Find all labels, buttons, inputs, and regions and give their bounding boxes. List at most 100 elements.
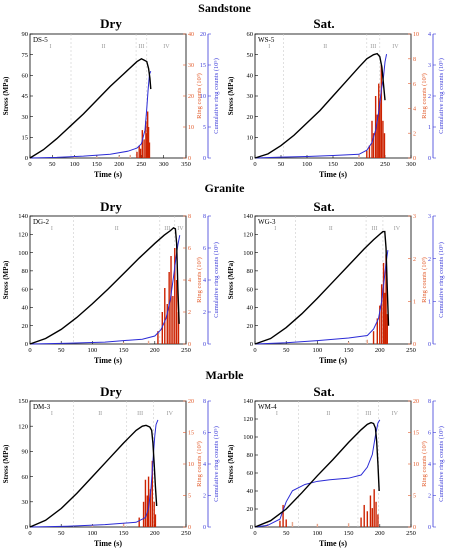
x-tick-label: 50	[58, 530, 65, 537]
y3-axis-label: Cumulative ring counts (10⁵)	[213, 242, 220, 318]
condition-sat-sandstone: Sat.	[313, 16, 335, 31]
y3-axis-label: Cumulative ring counts (10⁵)	[438, 426, 445, 502]
phase-label-IV: IV	[177, 226, 184, 232]
x-tick-label: 200	[114, 161, 124, 168]
y2-tick-label: 10	[188, 125, 194, 131]
x-tick-label: 350	[181, 161, 191, 168]
y-tick-label: 75	[22, 52, 29, 59]
y-tick-label: 80	[247, 452, 254, 459]
phase-label-I: I	[51, 226, 53, 232]
y3-tick-label: 2	[428, 94, 431, 100]
x-tick-label: 100	[302, 161, 312, 168]
phase-label-II: II	[102, 44, 106, 50]
x-tick-label: 250	[380, 161, 390, 168]
y2-tick-label: 5	[413, 494, 416, 500]
y2-tick-label: 0	[188, 525, 191, 531]
y-axis-label: Stress (MPa)	[227, 260, 235, 299]
x-axis-label: Time (s)	[94, 539, 122, 548]
y-axis-label: Stress (MPa)	[227, 76, 235, 115]
y3-tick-label: 2	[428, 257, 431, 263]
x-tick-label: 0	[253, 347, 256, 354]
y3-tick-label: 1	[428, 300, 431, 306]
y3-tick-label: 20	[200, 32, 206, 38]
y3-axis-label: Cumulative ring counts (10⁵)	[213, 426, 220, 502]
phase-label-IV: IV	[167, 411, 174, 417]
y-axis-label: Stress (MPa)	[2, 260, 10, 299]
stress-line	[254, 230, 390, 345]
x-tick-label: 50	[49, 161, 56, 168]
x-tick-label: 250	[181, 530, 191, 537]
y3-tick-label: 6	[203, 431, 206, 437]
y-tick-label: 80	[22, 268, 29, 275]
x-tick-label: 150	[119, 347, 129, 354]
y2-tick-label: 8	[413, 57, 416, 63]
phase-label-IV: IV	[394, 226, 401, 232]
y3-tick-label: 2	[428, 494, 431, 500]
y3-tick-label: 0	[203, 525, 206, 531]
y-tick-label: 50	[247, 52, 254, 59]
phase-label-I: I	[51, 411, 53, 417]
cumulative-ring-line	[254, 419, 381, 528]
y2-tick-label: 6	[413, 82, 416, 88]
stress-line	[29, 424, 158, 528]
plot-frame	[29, 400, 187, 528]
y3-tick-label: 4	[203, 278, 206, 284]
y-tick-label: 0	[250, 155, 253, 162]
stress-line	[29, 227, 180, 345]
y2-tick-label: 10	[413, 462, 419, 468]
y3-tick-label: 0	[203, 156, 206, 162]
y-tick-label: 90	[22, 32, 29, 38]
phase-label-II: II	[326, 411, 330, 417]
x-tick-label: 300	[159, 161, 169, 168]
y-tick-label: 60	[247, 32, 254, 38]
x-axis-label: Time (s)	[319, 170, 347, 179]
phase-label-IV: IV	[392, 411, 399, 417]
x-tick-label: 0	[253, 530, 256, 537]
condition-sat-granite: Sat.	[313, 199, 335, 214]
x-tick-label: 50	[283, 347, 290, 354]
y-tick-label: 60	[22, 73, 29, 80]
phase-label-I: I	[268, 44, 270, 50]
sample-label: DS-5	[33, 36, 48, 44]
x-tick-label: 50	[278, 161, 285, 168]
y3-tick-label: 10	[200, 94, 206, 100]
y-tick-label: 20	[22, 323, 29, 330]
y2-tick-label: 4	[413, 107, 416, 113]
sample-label: WS-5	[258, 36, 275, 44]
phase-label-II: II	[323, 44, 327, 50]
y2-axis-label: Ring counts (10³)	[421, 441, 428, 487]
y-tick-label: 45	[22, 93, 29, 100]
cumulative-ring-line	[29, 71, 152, 159]
plot-frame	[254, 215, 412, 345]
x-tick-label: 0	[28, 347, 31, 354]
y-tick-label: 140	[243, 399, 253, 405]
y3-axis-label: Cumulative ring counts (10⁵)	[213, 58, 220, 134]
rock-title-sandstone: Sandstone	[198, 1, 251, 15]
y-tick-label: 20	[247, 506, 254, 513]
y3-axis-label: Cumulative ring counts (10⁵)	[438, 242, 445, 318]
x-axis-label: Time (s)	[319, 356, 347, 365]
y-tick-label: 0	[25, 341, 28, 348]
y2-tick-label: 2	[188, 310, 191, 316]
y3-tick-label: 0	[428, 342, 431, 348]
y-axis-label: Stress (MPa)	[2, 444, 10, 483]
y2-axis-label: Ring counts (10³)	[196, 441, 203, 487]
x-tick-label: 50	[283, 530, 290, 537]
phase-label-II: II	[115, 226, 119, 232]
y3-tick-label: 6	[428, 431, 431, 437]
y-tick-label: 60	[22, 474, 29, 481]
stress-line	[29, 57, 152, 159]
x-tick-label: 100	[313, 347, 323, 354]
y3-tick-label: 4	[428, 32, 431, 38]
y2-tick-label: 10	[188, 462, 194, 468]
phase-label-III: III	[164, 226, 170, 232]
y-tick-label: 60	[247, 286, 254, 293]
y2-axis-label: Ring counts (10³)	[421, 73, 428, 119]
y2-tick-label: 2	[413, 131, 416, 137]
plot-frame	[29, 33, 187, 159]
sample-label: DM-3	[33, 403, 51, 411]
condition-sat-marble: Sat.	[313, 384, 335, 399]
x-tick-label: 0	[28, 161, 31, 168]
